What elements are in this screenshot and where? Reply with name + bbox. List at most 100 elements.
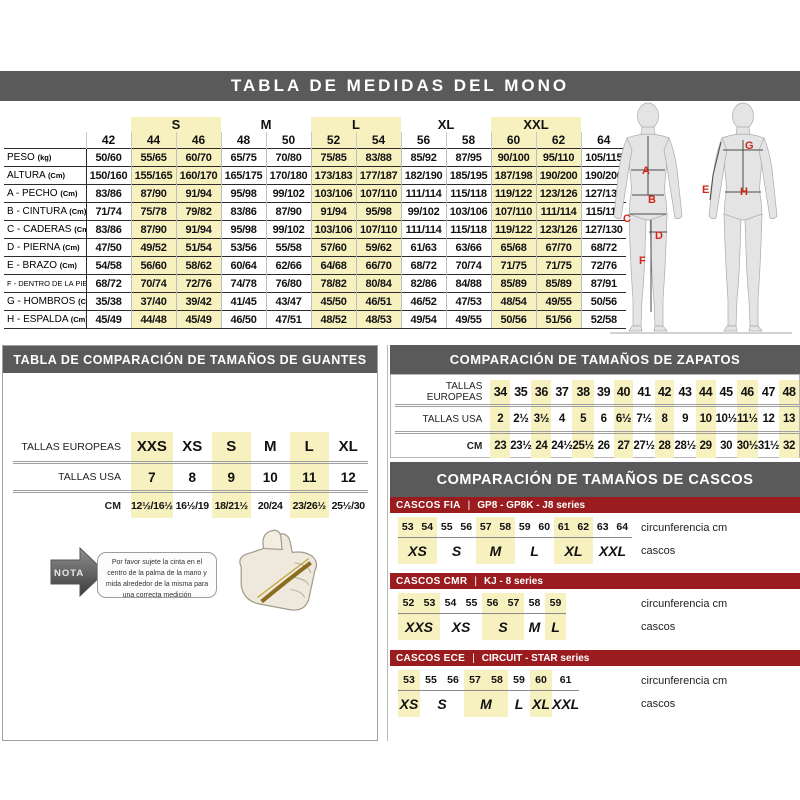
corner-cell — [4, 117, 131, 132]
measure-cell: 43/47 — [265, 292, 312, 311]
measure-cell: 177/187 — [355, 166, 402, 185]
row-label: TALLAS EUROPEAS — [395, 380, 491, 407]
circumference-cell: 52 — [398, 593, 419, 614]
measure-cell: 35/38 — [85, 292, 131, 311]
size-cell: 5 — [572, 405, 594, 434]
helmet-cmr-table: 52 53 54 55 56 57 58 59 XXS XS S M L — [398, 593, 566, 640]
measure-cell: 91/94 — [175, 184, 222, 203]
size-cell: 18/21½ — [211, 491, 251, 518]
measure-cell: 50/56 — [490, 310, 537, 329]
size-cell: 11 — [289, 462, 329, 493]
size-col-50: 50 — [265, 132, 312, 149]
measure-cell: 150/160 — [85, 166, 131, 185]
measure-cell: 51/54 — [175, 238, 222, 257]
row-label: E - BRAZO (Cm) — [4, 256, 87, 275]
measure-cell: 127/130 — [580, 220, 627, 239]
size-cell: 30½ — [736, 432, 758, 458]
measure-cell: 39/42 — [175, 292, 222, 311]
measure-cell: 45/49 — [85, 310, 131, 329]
figure-letter-d: D — [655, 230, 663, 242]
size-cell: 6½ — [613, 405, 634, 434]
figure-letter-f: F — [639, 255, 646, 267]
helmet-size-cell: XS — [398, 537, 437, 564]
measure-cell: 107/110 — [490, 202, 537, 221]
measure-cell: 75/78 — [130, 202, 176, 221]
circumference-cell: 58 — [486, 670, 508, 691]
helmet-size-cell: L — [515, 537, 554, 564]
measure-cell: 90/100 — [490, 148, 537, 167]
table-row: D - PIERNA (Cm) 47/50 49/52 51/54 53/56 55/58… — [4, 238, 627, 257]
thumbs-up-measuring-icon — [239, 529, 318, 611]
size-cell: 44 — [695, 380, 716, 407]
panel-divider — [387, 345, 388, 741]
table-row: CM 12½/16½ 16½/19 18/21½ 20/24 23/26½ 25½/30 — [13, 491, 368, 518]
helmet-ece-row-labels: circunferencia cm cascos — [641, 670, 727, 717]
size-cell: 24 — [531, 432, 552, 458]
row-label: C - CADERAS (Cm) — [4, 220, 87, 239]
size-cell: 25½/30 — [331, 499, 366, 512]
size-col-46: 46 — [175, 132, 222, 149]
page-title-bar: TABLA DE MEDIDAS DEL MONO — [0, 71, 800, 101]
helmet-series-label: GP8 - GP8K - J8 series — [477, 499, 586, 511]
shoes-panel: TALLAS EUROPEAS 34 35 36 37 38 39 40 41 42 43 44 45 4… — [390, 374, 800, 458]
circumference-row: 53 55 56 57 58 59 60 61 — [398, 670, 579, 691]
measure-cell: 72/76 — [175, 274, 222, 293]
table-row: TALLAS EUROPEAS 34 35 36 37 38 39 40 41 42 43 44 45 4… — [395, 380, 799, 407]
table-row: E - BRAZO (Cm) 54/58 56/60 58/62 60/64 62/66 6… — [4, 256, 627, 275]
size-cell: 9 — [674, 405, 696, 434]
measure-cell: 103/106 — [310, 220, 357, 239]
measure-cell: 87/95 — [445, 148, 492, 167]
figure-letter-a: A — [642, 165, 650, 177]
measure-cell: 65/75 — [220, 148, 267, 167]
size-col-44: 44 — [130, 132, 176, 149]
circumference-cell: 62 — [573, 517, 593, 538]
circumference-cell: 59 — [518, 521, 531, 533]
size-cell: 26 — [597, 440, 610, 452]
measure-cell: 107/110 — [355, 220, 402, 239]
page-title: TABLA DE MEDIDAS DEL MONO — [230, 76, 570, 95]
size-cell: 2 — [490, 405, 511, 434]
measure-cell: 119/122 — [490, 220, 537, 239]
measure-cell: 44/48 — [130, 310, 176, 329]
size-cell: 36 — [531, 380, 552, 407]
row-label: PESO (kg) — [4, 148, 87, 167]
measure-cell: 83/86 — [85, 220, 131, 239]
measure-cell: 103/106 — [445, 202, 492, 221]
circumference-cell: 53 — [419, 593, 440, 614]
table-row: B - CINTURA (Cm) 71/74 75/78 79/82 83/86 87/9… — [4, 202, 627, 221]
measure-cell: 48/53 — [355, 310, 402, 329]
size-cell: 12 — [757, 405, 780, 434]
size-cell: 10 — [250, 462, 290, 493]
size-cell: 27 — [613, 432, 634, 458]
row-label: F - DENTRO DE LA PIERNA (Cm) — [4, 274, 87, 293]
measure-cell: 57/60 — [310, 238, 357, 257]
helmet-size-cell: XS — [398, 690, 420, 717]
measure-cell: 155/165 — [130, 166, 176, 185]
measure-cell: 71/75 — [535, 256, 582, 275]
measure-cell: 91/94 — [175, 220, 222, 239]
size-cell: 6 — [593, 405, 614, 434]
measure-cell: 68/72 — [85, 274, 131, 293]
helmet-size-cell: XXL — [552, 690, 580, 717]
measure-cell: 115/118 — [445, 220, 492, 239]
size-group-XXL: XXL — [491, 117, 582, 132]
size-col-48: 48 — [220, 132, 267, 149]
measure-cell: 70/74 — [130, 274, 176, 293]
measure-cell: 87/91 — [580, 274, 627, 293]
measure-cell: 66/70 — [355, 256, 402, 275]
sizes-row: XXS XS S M L — [398, 613, 566, 640]
circumference-cell: 59 — [545, 593, 566, 614]
gloves-panel: TABLA DE COMPARACIÓN DE TAMAÑOS DE GUANT… — [2, 345, 378, 741]
measure-cell: 51/56 — [535, 310, 582, 329]
figure-letter-b: B — [648, 194, 656, 206]
gloves-title-bar: TABLA DE COMPARACIÓN DE TAMAÑOS DE GUANT… — [3, 346, 377, 373]
size-cell: 30 — [720, 440, 733, 452]
row-label: D - PIERNA (Cm) — [4, 238, 87, 257]
size-cell: 29 — [695, 432, 716, 458]
measure-cell: 65/68 — [490, 238, 537, 257]
measure-cell: 48/52 — [310, 310, 357, 329]
size-cell: 46 — [736, 380, 758, 407]
measure-cell: 99/102 — [400, 202, 447, 221]
circumference-cell: 55 — [465, 597, 478, 609]
helmet-size-cell: XXL — [593, 537, 632, 564]
